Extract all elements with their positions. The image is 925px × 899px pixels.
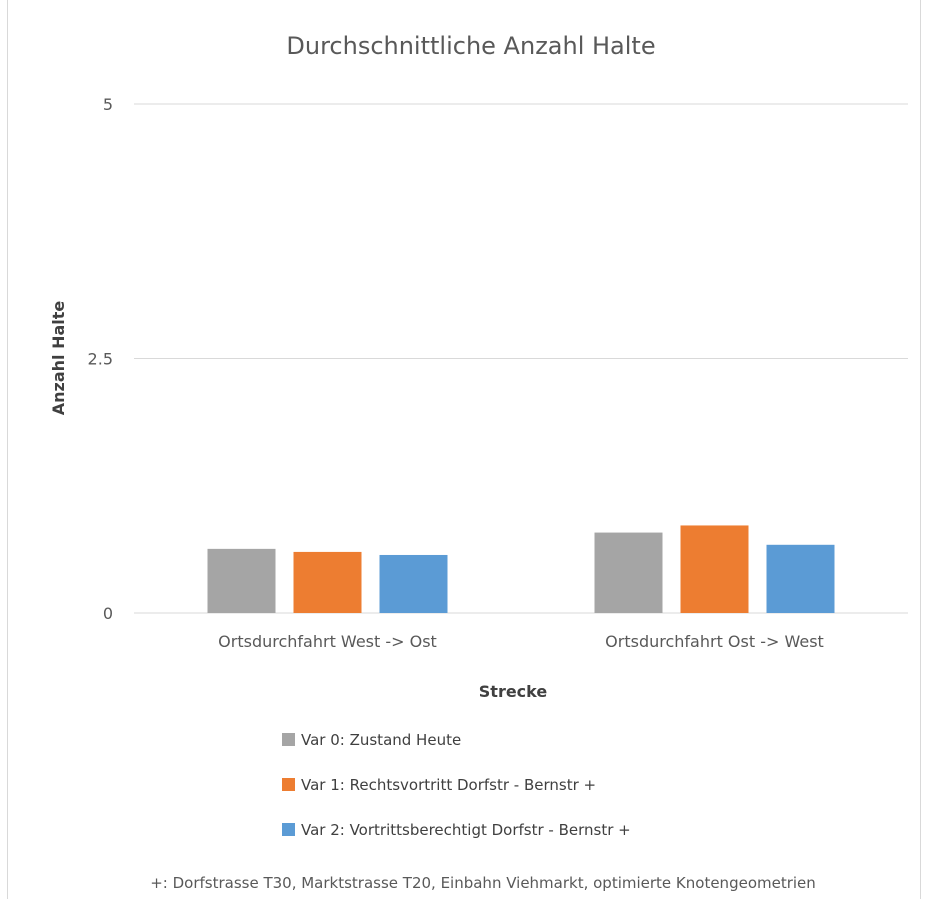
y-tick-label: 5 <box>103 95 113 114</box>
chart-svg: Durchschnittliche Anzahl Halte 02.55 Ort… <box>49 32 908 892</box>
legend-swatch <box>282 823 295 836</box>
bar <box>766 544 835 613</box>
bar <box>594 532 663 613</box>
bars <box>207 525 835 613</box>
legend-label: Var 1: Rechtsvortritt Dorfstr - Bernstr … <box>301 776 596 794</box>
x-category-label: Ortsdurchfahrt West -> Ost <box>218 632 437 651</box>
gridlines <box>134 103 908 614</box>
y-axis-ticks: 02.55 <box>88 95 113 623</box>
x-axis-title: Strecke <box>479 682 548 701</box>
legend-swatch <box>282 778 295 791</box>
y-tick-label: 2.5 <box>88 350 113 369</box>
bar <box>207 548 276 613</box>
legend: Var 0: Zustand Heute Var 1: Rechtsvortrit… <box>282 731 631 839</box>
bar <box>379 554 448 613</box>
legend-swatch <box>282 733 295 746</box>
bar <box>680 525 749 613</box>
legend-label: Var 0: Zustand Heute <box>301 731 461 749</box>
bar <box>293 551 362 613</box>
legend-label: Var 2: Vortrittsberechtigt Dorfstr - Ber… <box>301 821 631 839</box>
y-tick-label: 0 <box>103 604 113 623</box>
x-category-label: Ortsdurchfahrt Ost -> West <box>605 632 824 651</box>
footnote: +: Dorfstrasse T30, Marktstrasse T20, Ei… <box>150 874 816 892</box>
y-axis-title: Anzahl Halte <box>49 301 68 416</box>
chart-title: Durchschnittliche Anzahl Halte <box>286 32 655 60</box>
chart-area: Durchschnittliche Anzahl Halte 0 2.5 5 Ort… <box>7 0 921 899</box>
x-axis-categories: Ortsdurchfahrt West -> Ost Ortsdurchfahrt… <box>218 632 824 651</box>
